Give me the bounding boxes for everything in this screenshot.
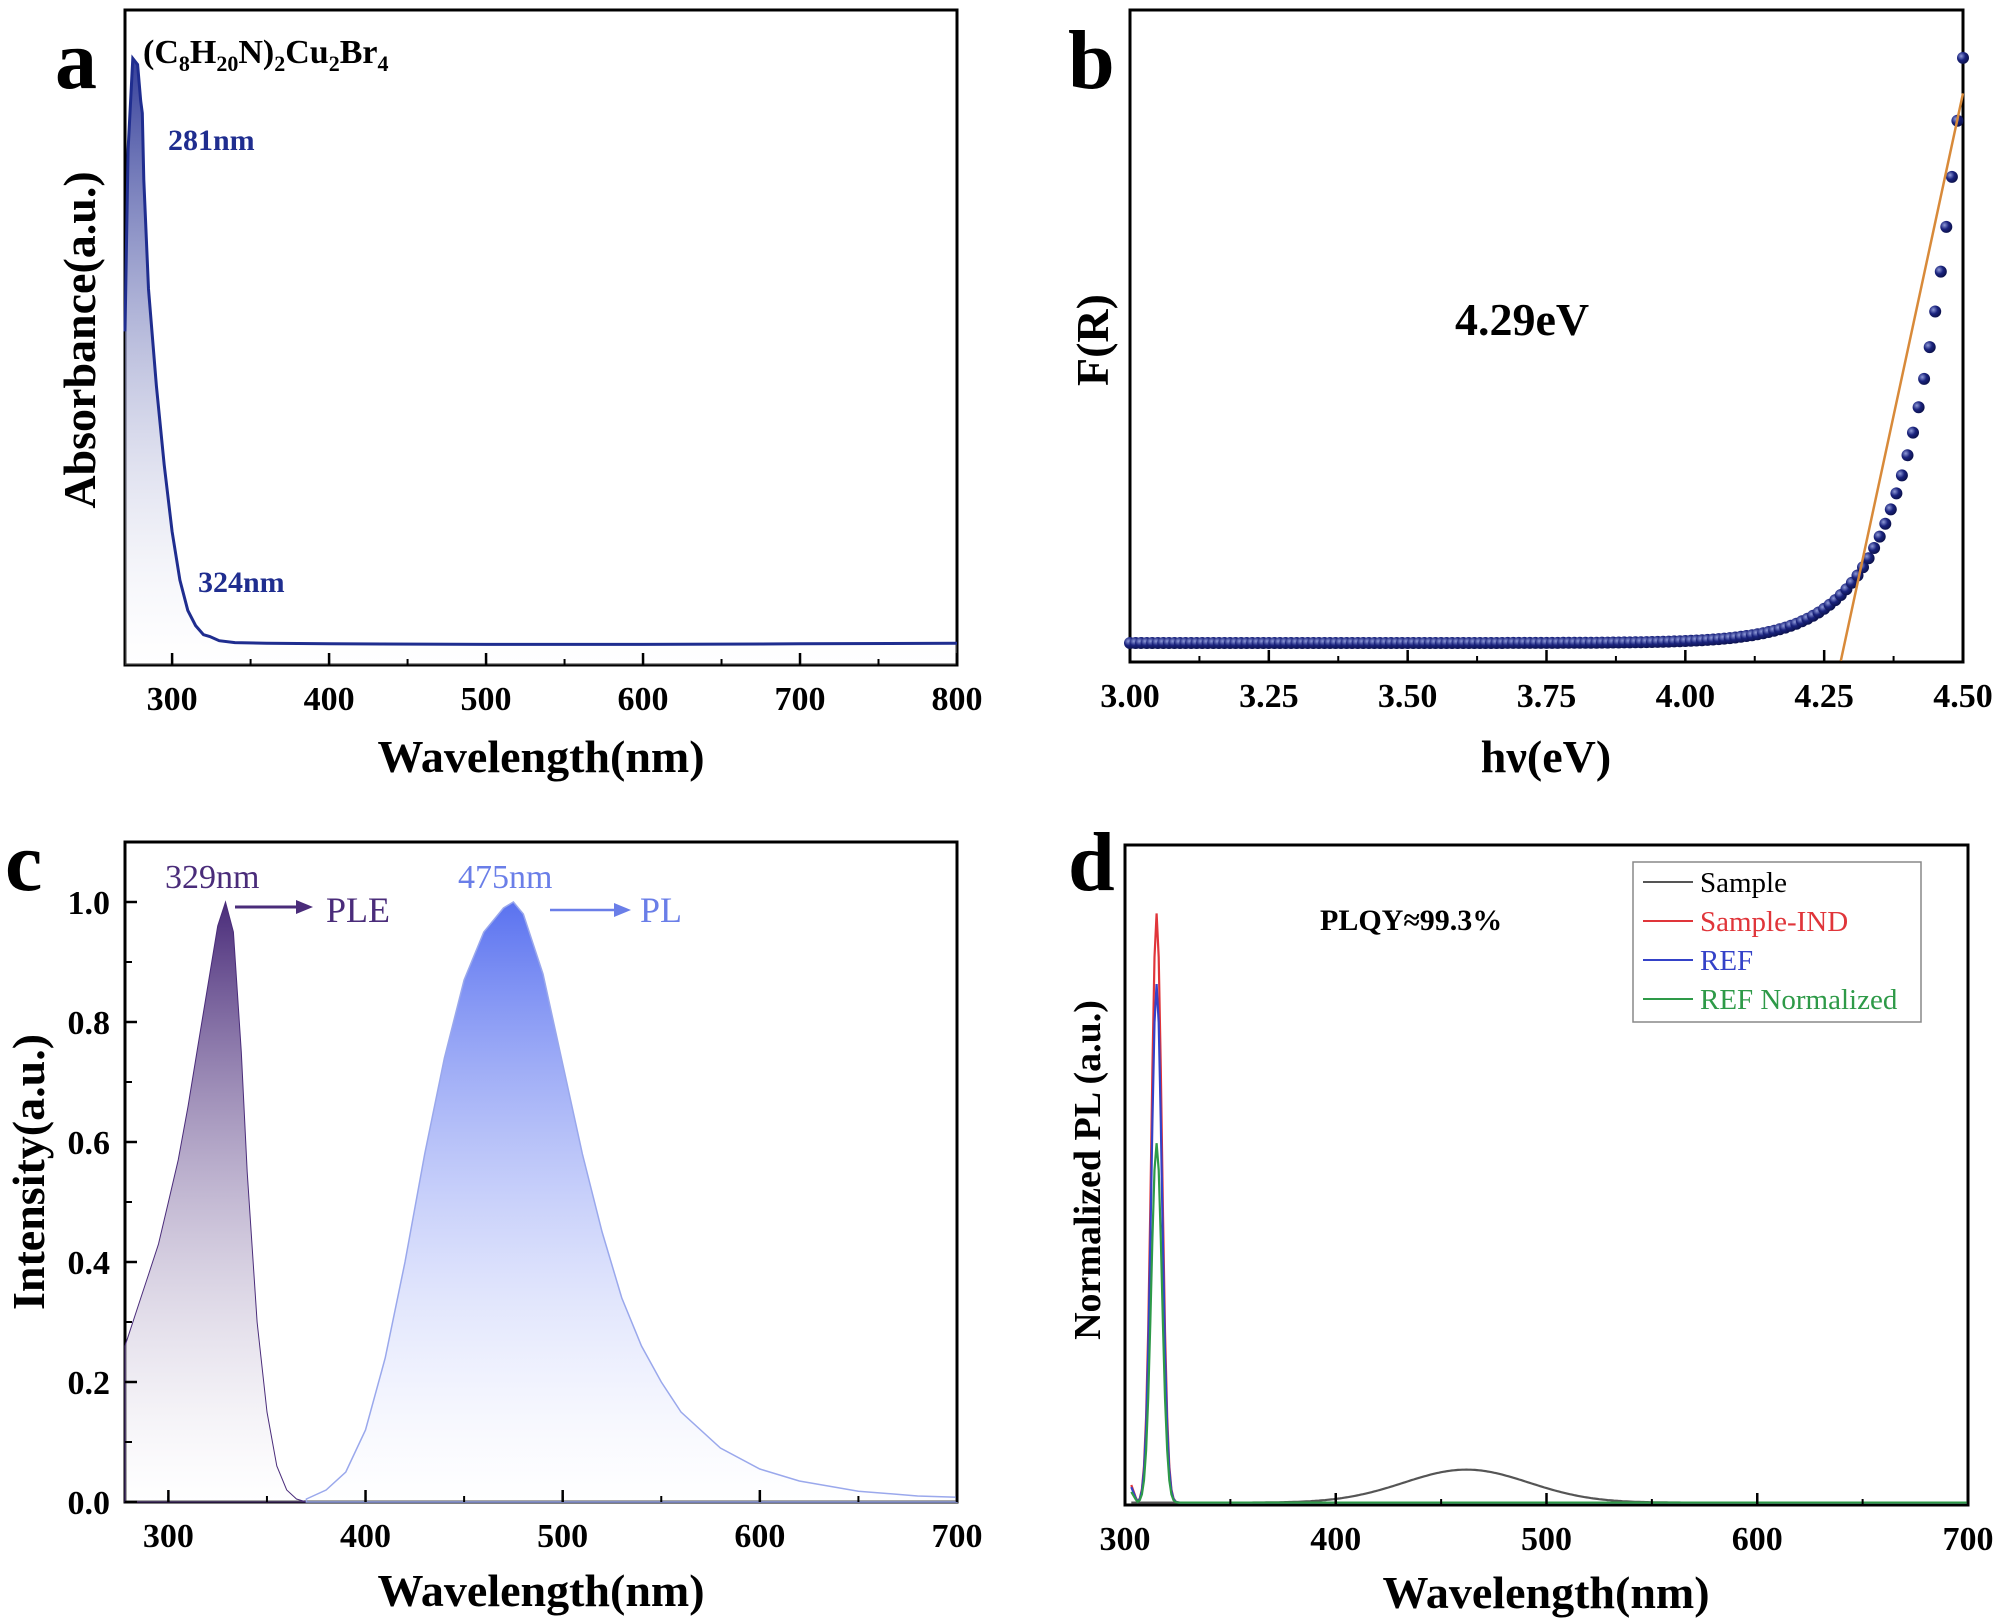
x-tick-label: 400 — [340, 1518, 391, 1555]
x-tick-label: 700 — [775, 681, 826, 718]
x-ticks-d: 300 400 500 600 700 — [1100, 1493, 1994, 1558]
x-axis-label-b: hν(eV) — [1481, 731, 1611, 782]
peak-label-324: 324nm — [198, 566, 285, 599]
pl-arrow-head — [614, 903, 631, 917]
series-line-sample — [1131, 1468, 1968, 1504]
x-ticks-a: 300 400 500 600 700 800 — [147, 653, 983, 718]
x-tick-label: 600 — [734, 1518, 785, 1555]
y-axis-label-c: Intensity(a.u.) — [3, 1034, 54, 1310]
fr-point — [1879, 517, 1892, 530]
x-ticks-b: 3.00 3.25 3.50 3.75 4.00 4.25 4.50 — [1100, 650, 1993, 715]
fr-point — [1934, 265, 1947, 278]
legend-label: Sample-IND — [1700, 906, 1848, 938]
y-tick-label: 0.6 — [68, 1125, 111, 1162]
panel-label-b: b — [1068, 14, 1115, 107]
x-tick-label: 700 — [1943, 1521, 1994, 1558]
y-tick-label: 1.0 — [68, 885, 111, 922]
series-line-ref — [1130, 984, 1968, 1504]
legend-box — [1632, 861, 1922, 1023]
x-axis-label-d: Wavelength(nm) — [1382, 1567, 1709, 1618]
fr-point — [1945, 170, 1958, 183]
panel-label-a: a — [55, 14, 97, 107]
panel-b: b 3.00 3.25 3.50 3.75 4.00 4.25 4.50 4.29eV hν… — [1067, 8, 1993, 782]
legend-label: REF — [1700, 945, 1753, 977]
x-axis-label-a: Wavelength(nm) — [377, 731, 704, 782]
fit-line — [1839, 93, 1965, 661]
y-ticks-c: 0.0 0.2 0.4 0.6 0.8 1.0 — [68, 841, 137, 1522]
y-tick-label: 0.0 — [68, 1485, 111, 1522]
formula-label: (C8H20N)2Cu2Br4 — [143, 34, 388, 76]
x-tick-label: 400 — [304, 681, 355, 718]
fr-point — [1907, 426, 1919, 439]
x-tick-label: 800 — [932, 681, 983, 718]
x-tick-label: 600 — [618, 681, 669, 718]
fr-point — [1901, 449, 1914, 462]
pl-area — [305, 901, 958, 1503]
y-tick-label: 0.4 — [68, 1245, 111, 1282]
fr-point — [1923, 341, 1936, 354]
legend: Sample Sample-IND REF REF Normalized — [1643, 867, 1898, 1016]
panel-d: d 300 400 500 600 700 PLQY≈99.3% SampleSampl… — [1067, 816, 1994, 1618]
fr-point — [1929, 305, 1942, 318]
x-tick-label: 300 — [143, 1518, 194, 1555]
y-axis-label-d: Normalized PL (a.u.) — [1067, 1000, 1109, 1340]
y-axis-label-a: Absorbance(a.u.) — [54, 171, 105, 508]
x-tick-label: 4.00 — [1656, 678, 1716, 715]
x-ticks-c: 300 400 500 600 700 — [143, 1490, 983, 1555]
x-tick-label: 700 — [932, 1518, 983, 1555]
x-tick-label: 400 — [1310, 1521, 1361, 1558]
x-tick-label: 600 — [1732, 1521, 1783, 1558]
fr-point — [1873, 530, 1886, 543]
x-tick-label: 3.00 — [1100, 678, 1160, 715]
fr-point — [1918, 372, 1931, 385]
absorbance-line — [123, 54, 958, 646]
ple-area — [124, 900, 307, 1503]
x-tick-label: 500 — [537, 1518, 588, 1555]
fr-point — [1957, 51, 1969, 64]
x-tick-label: 4.50 — [1933, 678, 1993, 715]
series-line-ref-normalized — [1130, 1143, 1968, 1504]
x-tick-label: 3.50 — [1378, 678, 1438, 715]
x-tick-label: 3.25 — [1239, 678, 1299, 715]
peak-label-281: 281nm — [168, 124, 255, 157]
legend-label: REF Normalized — [1700, 984, 1898, 1016]
y-tick-label: 0.2 — [68, 1365, 111, 1402]
panel-a: a 300 400 500 600 700 800 (C8H20N)2Cu2Br4 281… — [54, 8, 983, 782]
pl-peak-label: 475nm — [458, 859, 552, 896]
bandgap-label: 4.29eV — [1455, 294, 1589, 345]
x-tick-label: 3.75 — [1517, 678, 1577, 715]
y-axis-label-b: F(R) — [1067, 294, 1118, 386]
fr-point — [1862, 552, 1875, 565]
x-axis-label-c: Wavelength(nm) — [377, 1565, 704, 1616]
fr-point — [1884, 503, 1897, 516]
pl-label: PL — [640, 890, 682, 930]
y-tick-label: 0.8 — [68, 1005, 111, 1042]
panel-label-c: c — [5, 816, 42, 909]
fr-point — [1890, 487, 1903, 500]
pl-lines — [1130, 913, 1968, 1504]
x-tick-label: 300 — [147, 681, 198, 718]
x-tick-label: 500 — [461, 681, 512, 718]
legend-label: Sample — [1700, 867, 1787, 899]
plqy-label: PLQY≈99.3% — [1320, 904, 1502, 937]
x-tick-label: 4.25 — [1794, 678, 1854, 715]
panel-label-d: d — [1068, 816, 1115, 909]
ple-peak-label: 329nm — [165, 859, 259, 896]
fr-point — [1868, 542, 1881, 554]
fr-point — [1895, 469, 1908, 482]
fr-point — [1940, 220, 1953, 233]
fr-point — [1912, 401, 1925, 414]
ple-label: PLE — [326, 890, 390, 930]
fr-points — [1124, 51, 1969, 649]
x-tick-label: 300 — [1100, 1521, 1151, 1558]
panel-c: c 300 400 500 600 700 0.0 0.2 0.4 0.6 0.8 1.0 329… — [3, 816, 983, 1616]
x-tick-label: 500 — [1521, 1521, 1572, 1558]
ple-arrow-head — [296, 900, 313, 914]
